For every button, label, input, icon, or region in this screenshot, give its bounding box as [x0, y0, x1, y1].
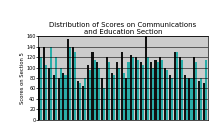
Bar — [62, 73, 64, 120]
Bar — [98, 68, 100, 120]
Bar — [193, 57, 195, 120]
Bar — [125, 78, 127, 120]
Bar — [53, 75, 55, 120]
Bar — [179, 57, 181, 120]
Bar — [43, 47, 45, 120]
Bar — [152, 68, 154, 120]
Bar — [140, 62, 142, 120]
Bar — [72, 47, 74, 120]
Bar — [164, 68, 166, 120]
Bar — [169, 75, 171, 120]
Bar — [205, 60, 207, 120]
Bar — [159, 57, 161, 120]
Title: Distribution of Scores on Communications
and Education Section: Distribution of Scores on Communications… — [49, 22, 197, 35]
Bar — [200, 78, 202, 120]
Bar — [55, 57, 57, 120]
Bar — [195, 62, 197, 120]
Bar — [40, 57, 42, 120]
Bar — [67, 39, 69, 120]
Bar — [186, 78, 188, 120]
Bar — [150, 62, 152, 120]
Bar — [121, 52, 123, 120]
Bar — [87, 65, 89, 120]
Bar — [161, 60, 163, 120]
Bar — [74, 52, 76, 120]
Bar — [57, 78, 60, 120]
Bar — [96, 62, 98, 120]
Bar — [79, 83, 81, 120]
Bar — [89, 70, 91, 120]
Bar — [198, 81, 200, 120]
Bar — [118, 68, 120, 120]
Bar — [123, 73, 125, 120]
Bar — [147, 57, 149, 120]
Bar — [155, 60, 156, 120]
Bar — [113, 75, 115, 120]
Bar — [116, 62, 118, 120]
Bar — [156, 62, 159, 120]
Bar — [174, 52, 176, 120]
Y-axis label: Scores on Section 5: Scores on Section 5 — [20, 52, 25, 104]
Bar — [166, 70, 168, 120]
Bar — [48, 68, 50, 120]
Bar — [91, 52, 93, 120]
Bar — [190, 78, 192, 120]
Bar — [203, 83, 205, 120]
Bar — [84, 78, 86, 120]
Bar — [142, 65, 144, 120]
Bar — [171, 78, 173, 120]
Bar — [137, 60, 139, 120]
Bar — [101, 78, 103, 120]
Bar — [93, 60, 96, 120]
Bar — [50, 47, 52, 120]
Bar — [108, 62, 110, 120]
Bar — [38, 47, 40, 120]
Bar — [111, 73, 113, 120]
Bar — [130, 55, 132, 120]
Bar — [106, 57, 108, 120]
Bar — [69, 47, 71, 120]
Bar — [184, 75, 186, 120]
Bar — [145, 36, 147, 120]
Bar — [188, 78, 190, 120]
Bar — [103, 88, 105, 120]
Bar — [82, 86, 84, 120]
Bar — [77, 81, 79, 120]
Bar — [60, 68, 62, 120]
Bar — [176, 52, 178, 120]
Bar — [45, 65, 47, 120]
Bar — [132, 57, 134, 120]
Bar — [127, 62, 130, 120]
Bar — [181, 60, 183, 120]
Bar — [64, 75, 67, 120]
Bar — [135, 57, 137, 120]
